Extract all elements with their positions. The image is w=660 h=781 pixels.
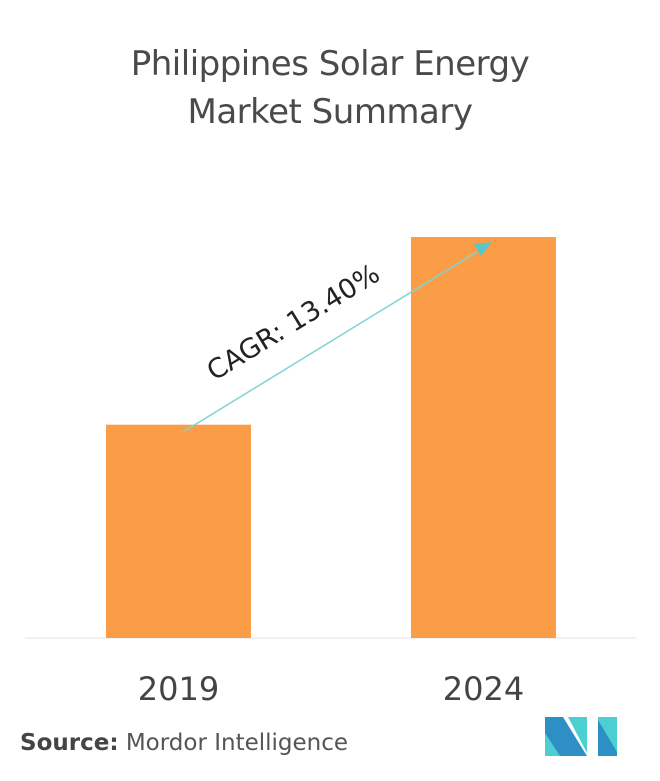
logo-shape-5 — [598, 720, 617, 756]
tick-label-2024: 2024 — [443, 670, 524, 708]
source-line: Source: Mordor Intelligence — [20, 730, 348, 756]
cagr-arrow-line — [182, 249, 481, 433]
bar-2024 — [411, 237, 556, 638]
logo-shape-3 — [568, 717, 587, 753]
source-label: Source: — [20, 730, 119, 756]
logo-shape-1 — [545, 717, 587, 756]
cagr-arrow-head — [474, 242, 492, 256]
logo-shape-2 — [545, 733, 560, 756]
tick-label-2019: 2019 — [138, 670, 219, 708]
bar-2019 — [106, 424, 251, 638]
source-value: Mordor Intelligence — [125, 730, 349, 756]
chart-title: Philippines Solar Energy Market Summary — [130, 44, 530, 132]
